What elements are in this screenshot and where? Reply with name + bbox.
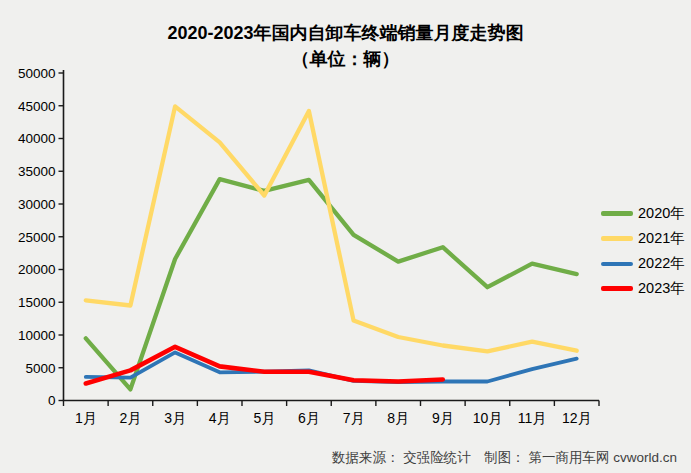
series-line-2021年 <box>86 106 577 351</box>
legend-item-2020年: 2020年 <box>601 201 685 226</box>
legend-swatch <box>601 262 633 266</box>
y-tick-label: 45000 <box>18 99 56 114</box>
x-tick-label: 5月 <box>253 410 275 426</box>
series-line-2023年 <box>86 347 443 384</box>
source-note: 数据来源： 交强险统计 制图： 第一商用车网 cvworld.cn <box>332 449 677 467</box>
y-tick-label: 20000 <box>18 262 56 277</box>
legend-label: 2020年 <box>638 204 685 223</box>
legend-swatch <box>601 286 633 291</box>
legend-item-2021年: 2021年 <box>601 226 685 251</box>
y-tick-label: 0 <box>48 393 56 408</box>
legend-label: 2023年 <box>638 279 685 298</box>
legend-label: 2021年 <box>638 229 685 248</box>
y-tick-label: 10000 <box>18 328 56 343</box>
y-tick-label: 35000 <box>18 164 56 179</box>
x-tick-label: 10月 <box>473 410 503 426</box>
chart: 2020-2023年国内自卸车终端销量月度走势图 （单位：辆） 05000100… <box>0 0 691 473</box>
x-tick-label: 2月 <box>120 410 142 426</box>
x-tick-label: 6月 <box>298 410 320 426</box>
x-tick-label: 7月 <box>343 410 365 426</box>
y-tick-label: 50000 <box>18 66 56 81</box>
legend-item-2023年: 2023年 <box>601 276 685 301</box>
legend-label: 2022年 <box>638 254 685 273</box>
legend-swatch <box>601 236 633 240</box>
x-tick-label: 12月 <box>562 410 592 426</box>
legend-item-2022年: 2022年 <box>601 251 685 276</box>
y-tick-label: 30000 <box>18 197 56 212</box>
legend-swatch <box>601 211 633 215</box>
y-tick-label: 40000 <box>18 131 56 146</box>
y-tick-label: 5000 <box>25 361 55 376</box>
x-tick-label: 4月 <box>209 410 231 426</box>
x-tick-label: 11月 <box>518 410 547 426</box>
x-tick-label: 8月 <box>387 410 409 426</box>
x-tick-label: 9月 <box>432 410 454 426</box>
plot-area: 0 5000 10000 15000 20000 25000 30000 35000 40000… <box>0 0 691 473</box>
y-tick-label: 25000 <box>18 230 56 245</box>
y-tick-label: 15000 <box>18 295 56 310</box>
x-tick-label: 1月 <box>75 410 97 426</box>
x-tick-label: 3月 <box>164 410 186 426</box>
legend: 2020年 2021年 2022年 2023年 <box>601 201 685 301</box>
